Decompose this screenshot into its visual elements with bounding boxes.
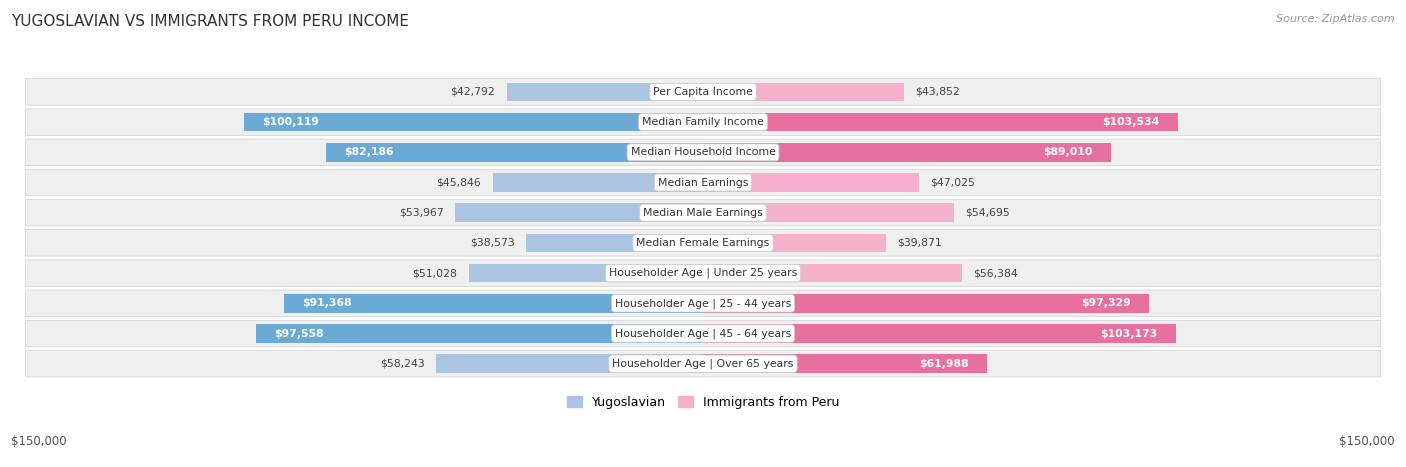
Text: $54,695: $54,695 [966,208,1010,218]
Bar [703,294,1150,313]
Bar [703,264,962,283]
Text: Median Female Earnings: Median Female Earnings [637,238,769,248]
Text: Median Male Earnings: Median Male Earnings [643,208,763,218]
Bar [506,83,703,101]
Bar [703,203,953,222]
FancyBboxPatch shape [25,199,1381,226]
Bar [703,173,918,192]
FancyBboxPatch shape [25,78,1381,105]
Text: Per Capita Income: Per Capita Income [652,87,754,97]
Bar [326,143,703,162]
Bar [703,234,886,252]
FancyBboxPatch shape [25,169,1381,196]
Bar [492,173,703,192]
Bar [470,264,703,283]
Text: $45,846: $45,846 [436,177,481,188]
Bar [703,354,987,373]
Bar [703,324,1177,343]
Bar [526,234,703,252]
Text: $47,025: $47,025 [931,177,974,188]
Text: Median Earnings: Median Earnings [658,177,748,188]
Text: $82,186: $82,186 [344,147,394,157]
Bar [284,294,703,313]
Text: $100,119: $100,119 [262,117,319,127]
Text: $39,871: $39,871 [897,238,942,248]
FancyBboxPatch shape [25,320,1381,347]
Text: $97,558: $97,558 [274,328,323,339]
Text: Householder Age | 45 - 64 years: Householder Age | 45 - 64 years [614,328,792,339]
Bar [436,354,703,373]
Text: $97,329: $97,329 [1081,298,1130,308]
Text: $103,173: $103,173 [1101,328,1159,339]
FancyBboxPatch shape [25,260,1381,286]
Text: $150,000: $150,000 [1339,435,1395,448]
FancyBboxPatch shape [25,139,1381,165]
Text: Householder Age | Over 65 years: Householder Age | Over 65 years [612,359,794,369]
Text: $53,967: $53,967 [399,208,444,218]
Text: $103,534: $103,534 [1102,117,1160,127]
Bar [703,113,1178,132]
Bar [703,83,904,101]
FancyBboxPatch shape [25,351,1381,377]
FancyBboxPatch shape [25,230,1381,256]
Text: $51,028: $51,028 [412,268,457,278]
Text: YUGOSLAVIAN VS IMMIGRANTS FROM PERU INCOME: YUGOSLAVIAN VS IMMIGRANTS FROM PERU INCO… [11,14,409,29]
Text: Median Household Income: Median Household Income [630,147,776,157]
Bar [456,203,703,222]
Text: $42,792: $42,792 [450,87,495,97]
Text: $89,010: $89,010 [1043,147,1092,157]
Text: Householder Age | 25 - 44 years: Householder Age | 25 - 44 years [614,298,792,309]
Text: $56,384: $56,384 [973,268,1018,278]
Text: $38,573: $38,573 [470,238,515,248]
Text: $58,243: $58,243 [380,359,425,369]
FancyBboxPatch shape [25,109,1381,135]
Text: $43,852: $43,852 [915,87,960,97]
Text: Source: ZipAtlas.com: Source: ZipAtlas.com [1277,14,1395,24]
Bar [243,113,703,132]
Legend: Yugoslavian, Immigrants from Peru: Yugoslavian, Immigrants from Peru [561,391,845,414]
Bar [703,143,1111,162]
Bar [256,324,703,343]
Text: $61,988: $61,988 [920,359,969,369]
Text: $150,000: $150,000 [11,435,67,448]
Text: Householder Age | Under 25 years: Householder Age | Under 25 years [609,268,797,278]
Text: Median Family Income: Median Family Income [643,117,763,127]
Text: $91,368: $91,368 [302,298,352,308]
FancyBboxPatch shape [25,290,1381,317]
